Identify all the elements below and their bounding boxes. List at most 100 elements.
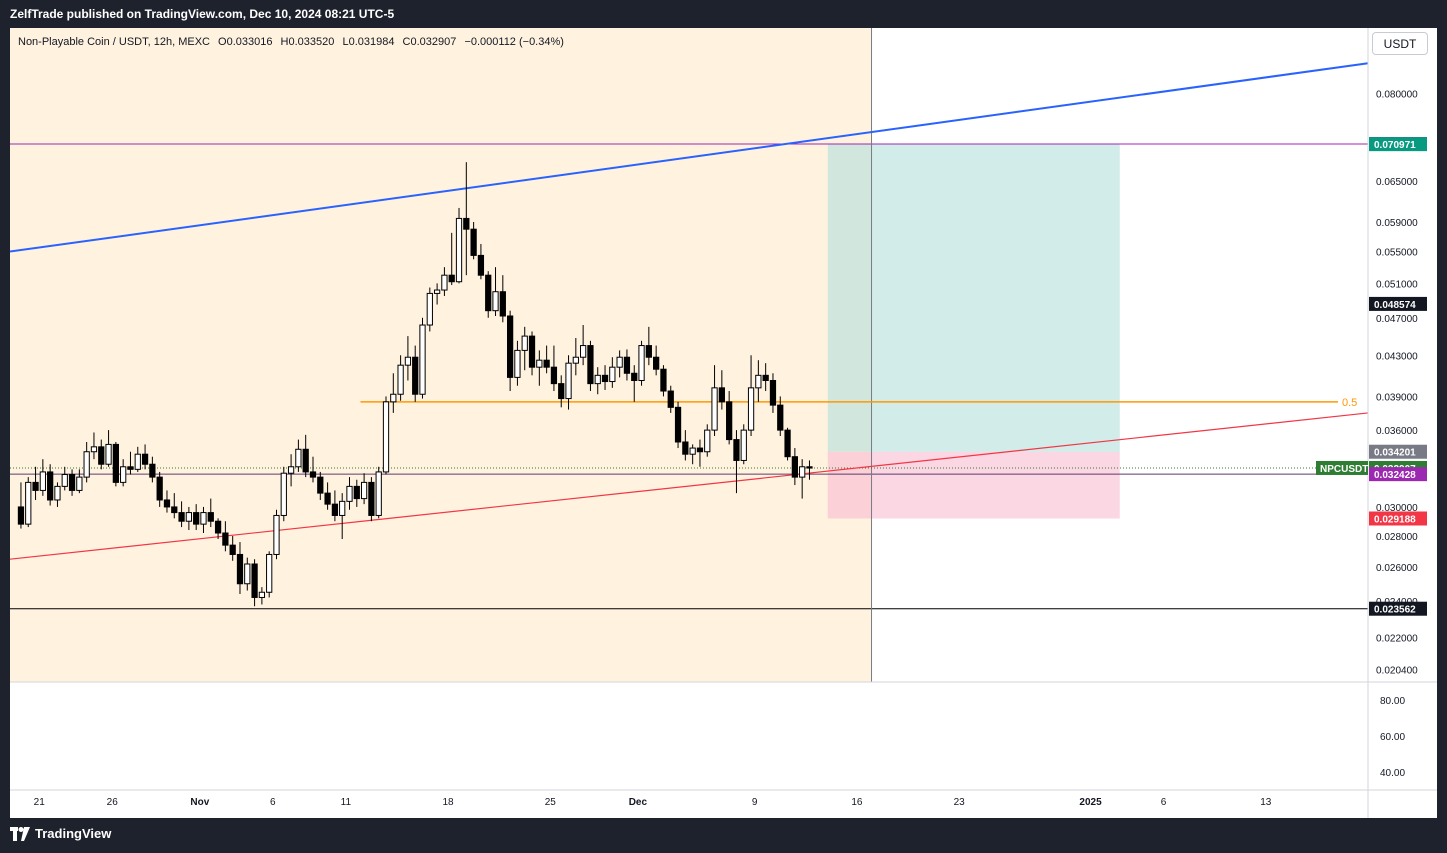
candle bbox=[521, 326, 528, 371]
price-tag: 0.034201 bbox=[1369, 444, 1427, 459]
candle-body bbox=[769, 379, 777, 406]
candle bbox=[433, 283, 441, 305]
candle bbox=[266, 551, 273, 598]
candle-body bbox=[360, 481, 368, 500]
candle bbox=[83, 441, 90, 483]
candle-body bbox=[572, 356, 579, 364]
candle-body bbox=[317, 476, 324, 494]
candle bbox=[251, 559, 258, 607]
publish-header: ZelfTrade published on TradingView.com, … bbox=[10, 7, 395, 21]
time-axis-tick-label: 23 bbox=[954, 797, 966, 808]
candle bbox=[799, 459, 806, 499]
candle bbox=[616, 350, 623, 378]
legend-open: 0.033016 bbox=[226, 36, 273, 48]
candle-body bbox=[353, 485, 360, 500]
candle bbox=[134, 446, 141, 472]
candle-body bbox=[76, 476, 83, 491]
candle-body bbox=[441, 274, 448, 291]
candle bbox=[791, 448, 798, 486]
candle-body bbox=[791, 456, 798, 478]
candle-body bbox=[463, 217, 470, 230]
candle bbox=[222, 521, 229, 552]
candle-body bbox=[404, 356, 412, 366]
candle-body bbox=[280, 472, 287, 516]
price-tag: 0.029188 bbox=[1369, 511, 1427, 526]
candle-body bbox=[229, 544, 236, 555]
candle bbox=[565, 355, 572, 410]
blue-trendline bbox=[10, 62, 1369, 253]
candle bbox=[806, 460, 813, 480]
time-axis-tick-label: 26 bbox=[107, 797, 119, 808]
legend-low: 0.031984 bbox=[348, 36, 395, 48]
candle-body bbox=[105, 443, 112, 465]
chart-frame[interactable]: 0.5 0.080000 0.065000 0.059000 0.055000 0.051… bbox=[10, 28, 1437, 818]
candle-body bbox=[324, 492, 331, 505]
candle bbox=[339, 493, 346, 540]
candle bbox=[244, 557, 251, 591]
candle bbox=[477, 243, 485, 280]
candle-body bbox=[375, 471, 382, 516]
candle bbox=[360, 473, 368, 505]
candle bbox=[193, 504, 200, 531]
candle-body bbox=[346, 485, 353, 502]
candle bbox=[309, 456, 317, 483]
candle-body bbox=[156, 476, 163, 501]
candle-body bbox=[726, 401, 733, 441]
currency-button[interactable]: USDT bbox=[1372, 32, 1428, 55]
candle bbox=[528, 331, 536, 376]
price-axis-tick-label: 0.043000 bbox=[1376, 351, 1418, 362]
candle-body bbox=[645, 345, 652, 358]
candle-body bbox=[536, 359, 543, 368]
candle bbox=[178, 501, 185, 528]
position-target-zone bbox=[827, 144, 1120, 452]
red-trendline bbox=[10, 412, 1369, 560]
candle-body bbox=[485, 274, 492, 312]
candle-body bbox=[448, 274, 455, 283]
price-axis-tick-label: 0.020400 bbox=[1376, 665, 1418, 676]
candle bbox=[726, 391, 733, 445]
candle-body bbox=[799, 466, 806, 478]
price-tag: 0.032428 bbox=[1369, 467, 1427, 482]
candle-body bbox=[660, 368, 667, 392]
candle bbox=[667, 385, 674, 413]
candle bbox=[185, 506, 193, 531]
symbol-tag-label: NPCUSDT bbox=[1320, 464, 1368, 475]
chart-canvas[interactable]: 0.5 0.080000 0.065000 0.059000 0.055000 0.051… bbox=[10, 28, 1437, 818]
candle-body bbox=[558, 383, 565, 400]
candle-body bbox=[185, 512, 193, 522]
candle-body bbox=[273, 514, 280, 555]
candle bbox=[207, 498, 214, 528]
candle-body bbox=[193, 512, 200, 525]
time-axis-tick-label: 21 bbox=[34, 797, 46, 808]
candle-body bbox=[550, 366, 558, 385]
candle bbox=[558, 375, 565, 408]
candle-body bbox=[623, 356, 631, 374]
candle bbox=[76, 469, 83, 494]
candle bbox=[543, 345, 550, 374]
candle bbox=[733, 430, 740, 494]
price-axis-tick-label: 0.039000 bbox=[1376, 392, 1418, 403]
candle-body bbox=[580, 345, 587, 358]
footer: TradingView bbox=[10, 826, 111, 841]
candle bbox=[485, 271, 492, 318]
candle-body bbox=[112, 443, 119, 483]
candle bbox=[353, 479, 360, 507]
candle-body bbox=[287, 466, 295, 474]
candle-body bbox=[689, 447, 696, 455]
candle bbox=[141, 444, 149, 470]
candle bbox=[258, 587, 266, 605]
candle bbox=[711, 365, 718, 437]
candle bbox=[317, 471, 324, 500]
candle-body bbox=[470, 228, 477, 256]
candle bbox=[68, 469, 76, 496]
price-axis-tick-label: 0.036000 bbox=[1376, 426, 1418, 437]
time-axis-tick-label: 6 bbox=[270, 797, 276, 808]
candle-body bbox=[711, 387, 718, 431]
candle bbox=[39, 459, 46, 496]
candle-body bbox=[266, 553, 273, 593]
time-axis-tick-label: 2025 bbox=[1079, 797, 1102, 808]
candle bbox=[61, 466, 68, 491]
candle-body bbox=[433, 289, 441, 294]
price-axis-tick-label: 0.055000 bbox=[1376, 248, 1418, 259]
price-tag-background bbox=[1369, 137, 1427, 152]
